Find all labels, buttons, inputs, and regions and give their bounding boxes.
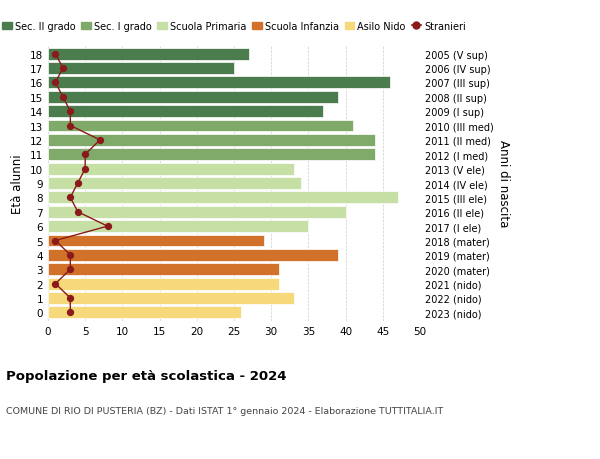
Bar — [48, 149, 376, 161]
Point — [103, 223, 112, 230]
Bar — [48, 178, 301, 190]
Bar — [48, 235, 264, 247]
Y-axis label: Età alunni: Età alunni — [11, 154, 25, 213]
Point — [50, 280, 60, 288]
Legend: Sec. II grado, Sec. I grado, Scuola Primaria, Scuola Infanzia, Asilo Nido, Stran: Sec. II grado, Sec. I grado, Scuola Prim… — [0, 18, 470, 35]
Point — [65, 252, 75, 259]
Bar — [48, 163, 293, 175]
Bar — [48, 192, 398, 204]
Point — [50, 51, 60, 58]
Point — [80, 166, 90, 173]
Bar — [48, 77, 390, 89]
Bar — [48, 221, 308, 233]
Bar — [48, 307, 241, 319]
Point — [73, 208, 83, 216]
Bar — [48, 278, 278, 290]
Text: COMUNE DI RIO DI PUSTERIA (BZ) - Dati ISTAT 1° gennaio 2024 - Elaborazione TUTTI: COMUNE DI RIO DI PUSTERIA (BZ) - Dati IS… — [6, 406, 443, 415]
Bar — [48, 207, 346, 218]
Point — [65, 309, 75, 316]
Bar — [48, 134, 376, 146]
Bar — [48, 63, 234, 75]
Point — [80, 151, 90, 159]
Bar — [48, 292, 293, 304]
Bar — [48, 249, 338, 261]
Point — [73, 180, 83, 187]
Point — [50, 79, 60, 87]
Bar — [48, 106, 323, 118]
Bar — [48, 264, 278, 275]
Point — [65, 123, 75, 130]
Text: Popolazione per età scolastica - 2024: Popolazione per età scolastica - 2024 — [6, 369, 287, 382]
Point — [65, 108, 75, 116]
Y-axis label: Anni di nascita: Anni di nascita — [497, 140, 510, 227]
Bar — [48, 92, 338, 103]
Point — [58, 65, 68, 73]
Point — [65, 194, 75, 202]
Point — [65, 295, 75, 302]
Bar — [48, 49, 249, 61]
Point — [58, 94, 68, 101]
Point — [95, 137, 105, 144]
Bar — [48, 120, 353, 132]
Point — [65, 266, 75, 274]
Point — [50, 237, 60, 245]
